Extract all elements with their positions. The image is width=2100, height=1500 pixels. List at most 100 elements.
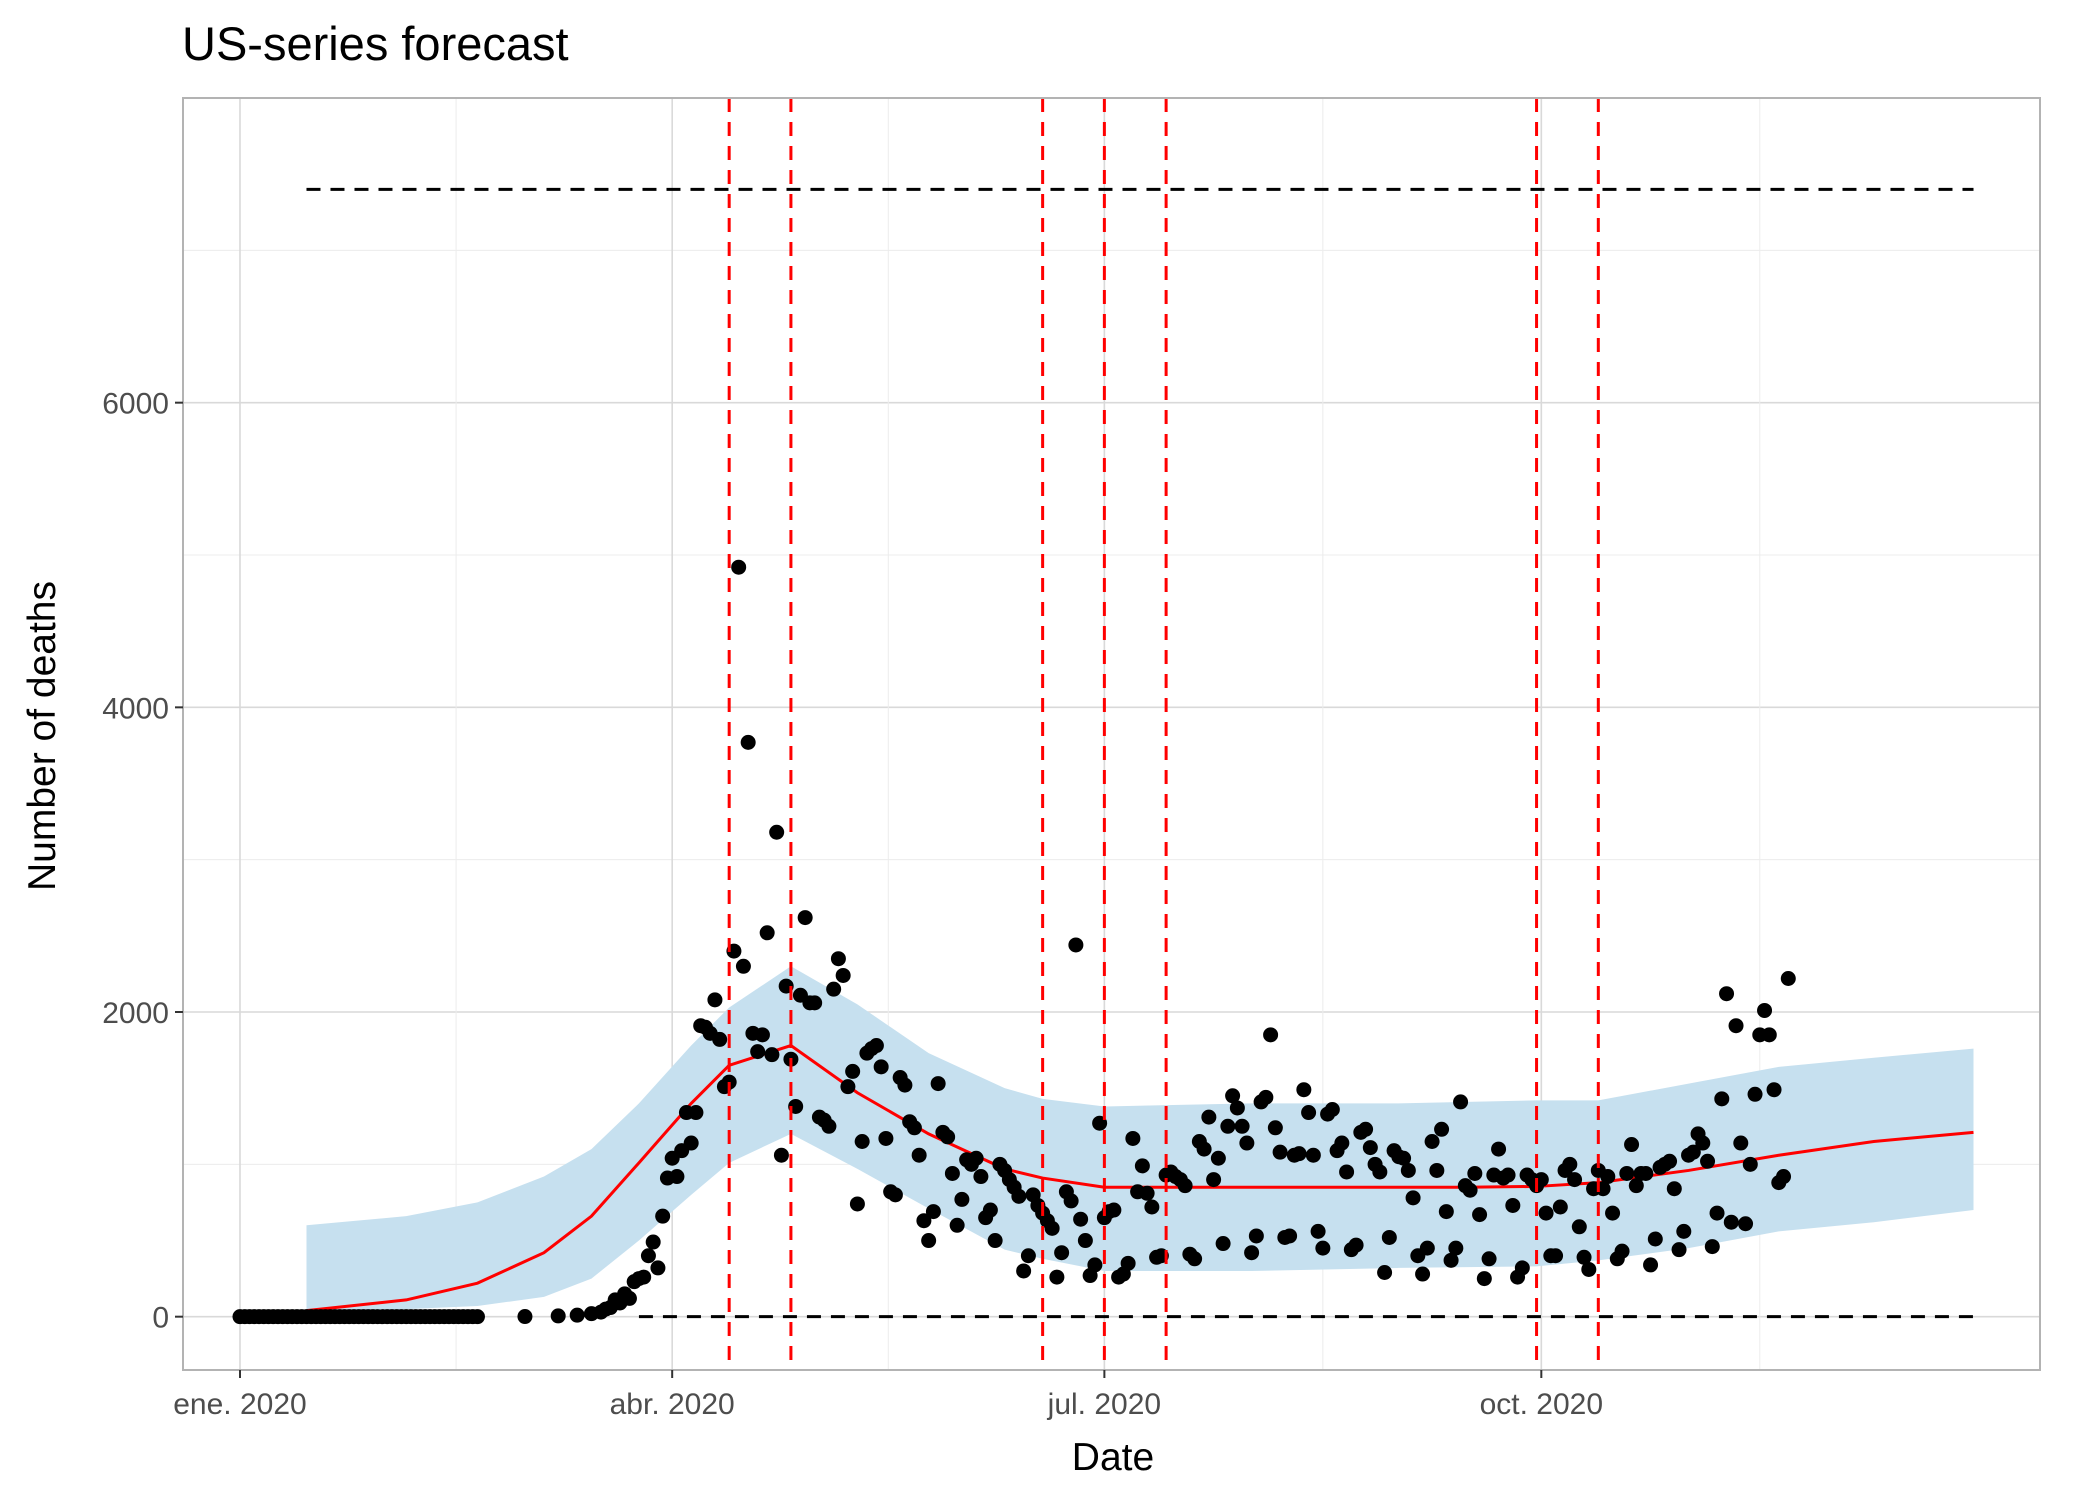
data-point [1358, 1121, 1374, 1137]
data-point [1419, 1240, 1435, 1256]
data-point [1301, 1105, 1317, 1121]
data-point [1491, 1141, 1507, 1157]
data-point [1405, 1190, 1421, 1206]
data-point [826, 981, 842, 997]
data-point [1077, 1233, 1093, 1249]
data-point [1695, 1135, 1711, 1151]
data-point [944, 1165, 960, 1181]
data-point [987, 1233, 1003, 1249]
data-point [1500, 1167, 1516, 1183]
x-tick-label: jul. 2020 [1047, 1388, 1161, 1421]
data-point [1576, 1249, 1592, 1265]
data-point [845, 1063, 861, 1079]
data-point [911, 1147, 927, 1163]
data-point [1229, 1100, 1245, 1116]
data-point [1196, 1141, 1212, 1157]
data-point [1206, 1172, 1222, 1188]
data-point [1666, 1181, 1682, 1197]
data-point [1396, 1150, 1412, 1166]
data-point [1704, 1239, 1720, 1255]
data-point [925, 1204, 941, 1220]
data-point [688, 1105, 704, 1121]
data-point [764, 1047, 780, 1063]
data-point [683, 1135, 699, 1151]
data-point [1671, 1242, 1687, 1258]
data-point [1761, 1027, 1777, 1043]
data-point [1020, 1248, 1036, 1264]
data-point [1267, 1120, 1283, 1136]
data-point [517, 1309, 533, 1325]
data-point [1324, 1102, 1340, 1118]
data-point [1087, 1257, 1103, 1273]
data-point [735, 958, 751, 974]
data-point [1505, 1197, 1521, 1213]
data-point [1709, 1205, 1725, 1221]
data-point [1562, 1156, 1578, 1172]
data-point [1044, 1220, 1060, 1236]
data-point [1723, 1214, 1739, 1230]
data-point [1234, 1118, 1250, 1134]
data-point [569, 1307, 585, 1323]
data-point [1068, 937, 1084, 953]
data-point [1662, 1153, 1678, 1169]
data-point [1016, 1263, 1032, 1279]
chart-title: US-series forecast [182, 17, 569, 70]
data-point [1315, 1240, 1331, 1256]
data-point [1210, 1150, 1226, 1166]
data-point [1757, 1002, 1773, 1018]
data-point [807, 995, 823, 1011]
data-point [1472, 1207, 1488, 1223]
data-point [873, 1059, 889, 1075]
data-point [621, 1290, 637, 1306]
data-point [1462, 1182, 1478, 1198]
y-axis-title: Number of deaths [21, 581, 64, 891]
data-point [1177, 1178, 1193, 1194]
data-point [830, 951, 846, 967]
data-point [1106, 1202, 1122, 1218]
data-point [759, 925, 775, 941]
y-tick-label: 6000 [102, 388, 169, 421]
data-point [1438, 1204, 1454, 1220]
data-point [1614, 1243, 1630, 1259]
data-point [712, 1031, 728, 1047]
data-point [550, 1308, 566, 1324]
data-point [731, 559, 747, 575]
y-tick-label: 0 [152, 1302, 169, 1335]
data-point [1628, 1178, 1644, 1194]
x-axis-title: Date [1072, 1436, 1154, 1479]
data-point [1605, 1205, 1621, 1221]
data-point [954, 1191, 970, 1207]
reference-lines-layer [306, 187, 1974, 1319]
data-point [1467, 1165, 1483, 1181]
data-point [1434, 1121, 1450, 1137]
data-point [1381, 1229, 1397, 1245]
data-point [949, 1217, 965, 1233]
plot-border [182, 97, 2041, 1371]
data-point [1272, 1144, 1288, 1160]
data-point [1239, 1135, 1255, 1151]
data-point [1296, 1082, 1312, 1098]
data-point [887, 1187, 903, 1203]
data-point [1424, 1133, 1440, 1149]
data-point [940, 1129, 956, 1145]
y-tick-label: 4000 [102, 692, 169, 725]
data-point [640, 1248, 656, 1264]
data-point [1049, 1269, 1065, 1285]
data-point [1766, 1082, 1782, 1098]
data-point [773, 1147, 789, 1163]
data-point [636, 1269, 652, 1285]
data-point [1443, 1252, 1459, 1268]
data-point [1263, 1027, 1279, 1043]
data-point [1476, 1271, 1492, 1287]
x-tick-label: ene. 2020 [173, 1388, 306, 1421]
data-point [1063, 1193, 1079, 1209]
data-point [1581, 1261, 1597, 1277]
data-point [1258, 1089, 1274, 1105]
data-point [1415, 1266, 1431, 1282]
data-point [1514, 1260, 1530, 1276]
data-point [1619, 1165, 1635, 1181]
data-point [930, 1076, 946, 1092]
data-point [1054, 1245, 1070, 1261]
data-point [1073, 1211, 1089, 1227]
data-point [821, 1118, 837, 1134]
